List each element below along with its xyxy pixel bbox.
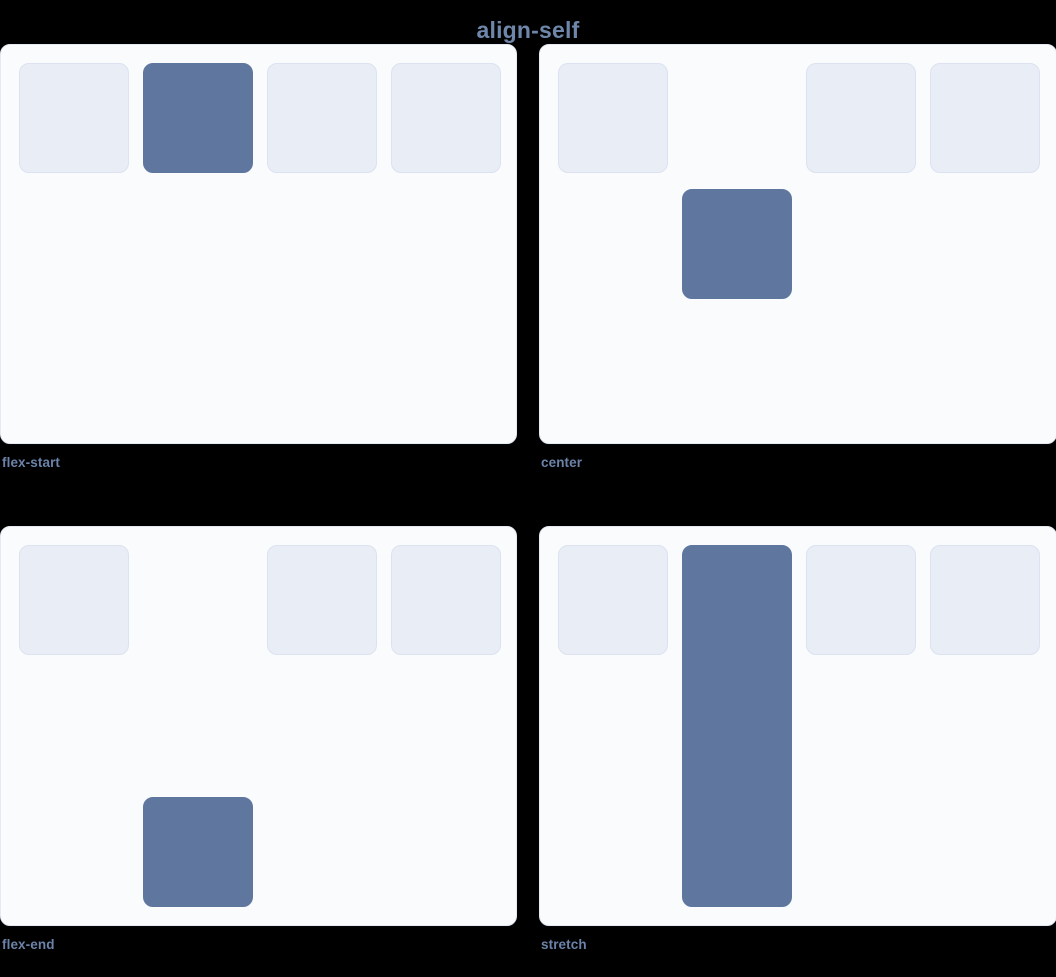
flex-container-center <box>539 44 1056 444</box>
flex-item-2-accent <box>682 189 792 299</box>
demo-cell-flex-end: flex-end <box>0 526 517 963</box>
flex-container-stretch <box>539 526 1056 926</box>
flex-item-4 <box>391 63 501 173</box>
page-title: align-self <box>476 17 580 43</box>
flex-item-4 <box>930 63 1040 173</box>
flex-item-2-accent <box>143 797 253 907</box>
demo-cell-flex-start: flex-start <box>0 44 517 481</box>
flex-item-4 <box>930 545 1040 655</box>
flex-item-1 <box>19 545 129 655</box>
flex-item-1 <box>19 63 129 173</box>
flex-item-3 <box>806 545 916 655</box>
flex-item-3 <box>267 545 377 655</box>
align-self-demo-grid: flex-start center flex-end stretch <box>0 44 1056 963</box>
panel-label-center: center <box>541 455 583 470</box>
flex-container-flex-end <box>0 526 517 926</box>
flex-container-flex-start <box>0 44 517 444</box>
demo-cell-center: center <box>539 44 1056 481</box>
demo-cell-stretch: stretch <box>539 526 1056 963</box>
flex-item-1 <box>558 545 668 655</box>
flex-item-3 <box>267 63 377 173</box>
panel-label-flex-start: flex-start <box>2 455 61 470</box>
panel-label-flex-end: flex-end <box>2 937 55 952</box>
flex-item-2-accent <box>682 545 792 907</box>
flex-item-2-accent <box>143 63 253 173</box>
panel-label-stretch: stretch <box>541 937 587 952</box>
flex-item-3 <box>806 63 916 173</box>
flex-item-4 <box>391 545 501 655</box>
flex-item-1 <box>558 63 668 173</box>
